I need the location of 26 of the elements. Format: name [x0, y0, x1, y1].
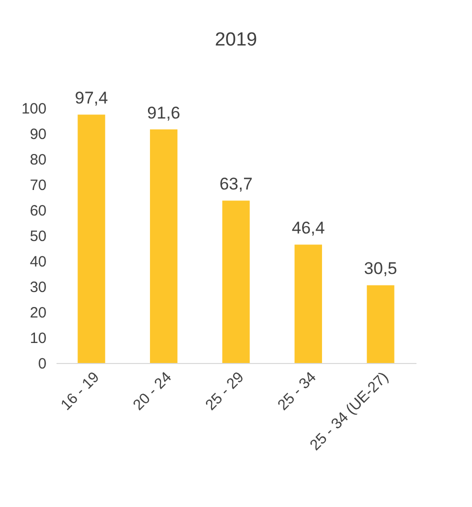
bar — [366, 285, 394, 363]
x-tick-label: 25 - 34 — [274, 368, 320, 414]
chart-title: 2019 — [214, 30, 258, 51]
y-tick-label: 100 — [21, 100, 46, 118]
y-tick-label: 90 — [30, 126, 46, 143]
y-tick-label: 40 — [30, 254, 46, 270]
data-label: 30,5 — [364, 259, 398, 278]
data-label: 63,7 — [219, 174, 253, 194]
bar — [78, 114, 106, 363]
x-tick-label: 25 - 29 — [202, 368, 248, 414]
x-tick-label: 20 - 24 — [130, 368, 176, 414]
bar — [294, 244, 322, 363]
data-label: 91,6 — [147, 103, 180, 122]
y-tick-label: 0 — [38, 356, 46, 372]
y-tick-label: 20 — [30, 304, 46, 322]
data-label: 97,4 — [74, 88, 108, 108]
data-label: 46,4 — [292, 218, 325, 238]
y-tick-label: 80 — [30, 152, 46, 168]
bar — [150, 129, 178, 363]
y-tick-label: 30 — [30, 279, 46, 296]
y-tick-label: 50 — [30, 228, 46, 245]
y-tick-label: 10 — [30, 330, 46, 347]
bar — [222, 200, 250, 363]
y-tick-label: 70 — [30, 177, 46, 194]
y-tick-label: 60 — [30, 202, 46, 220]
x-tick-label: 16 - 19 — [58, 368, 103, 414]
